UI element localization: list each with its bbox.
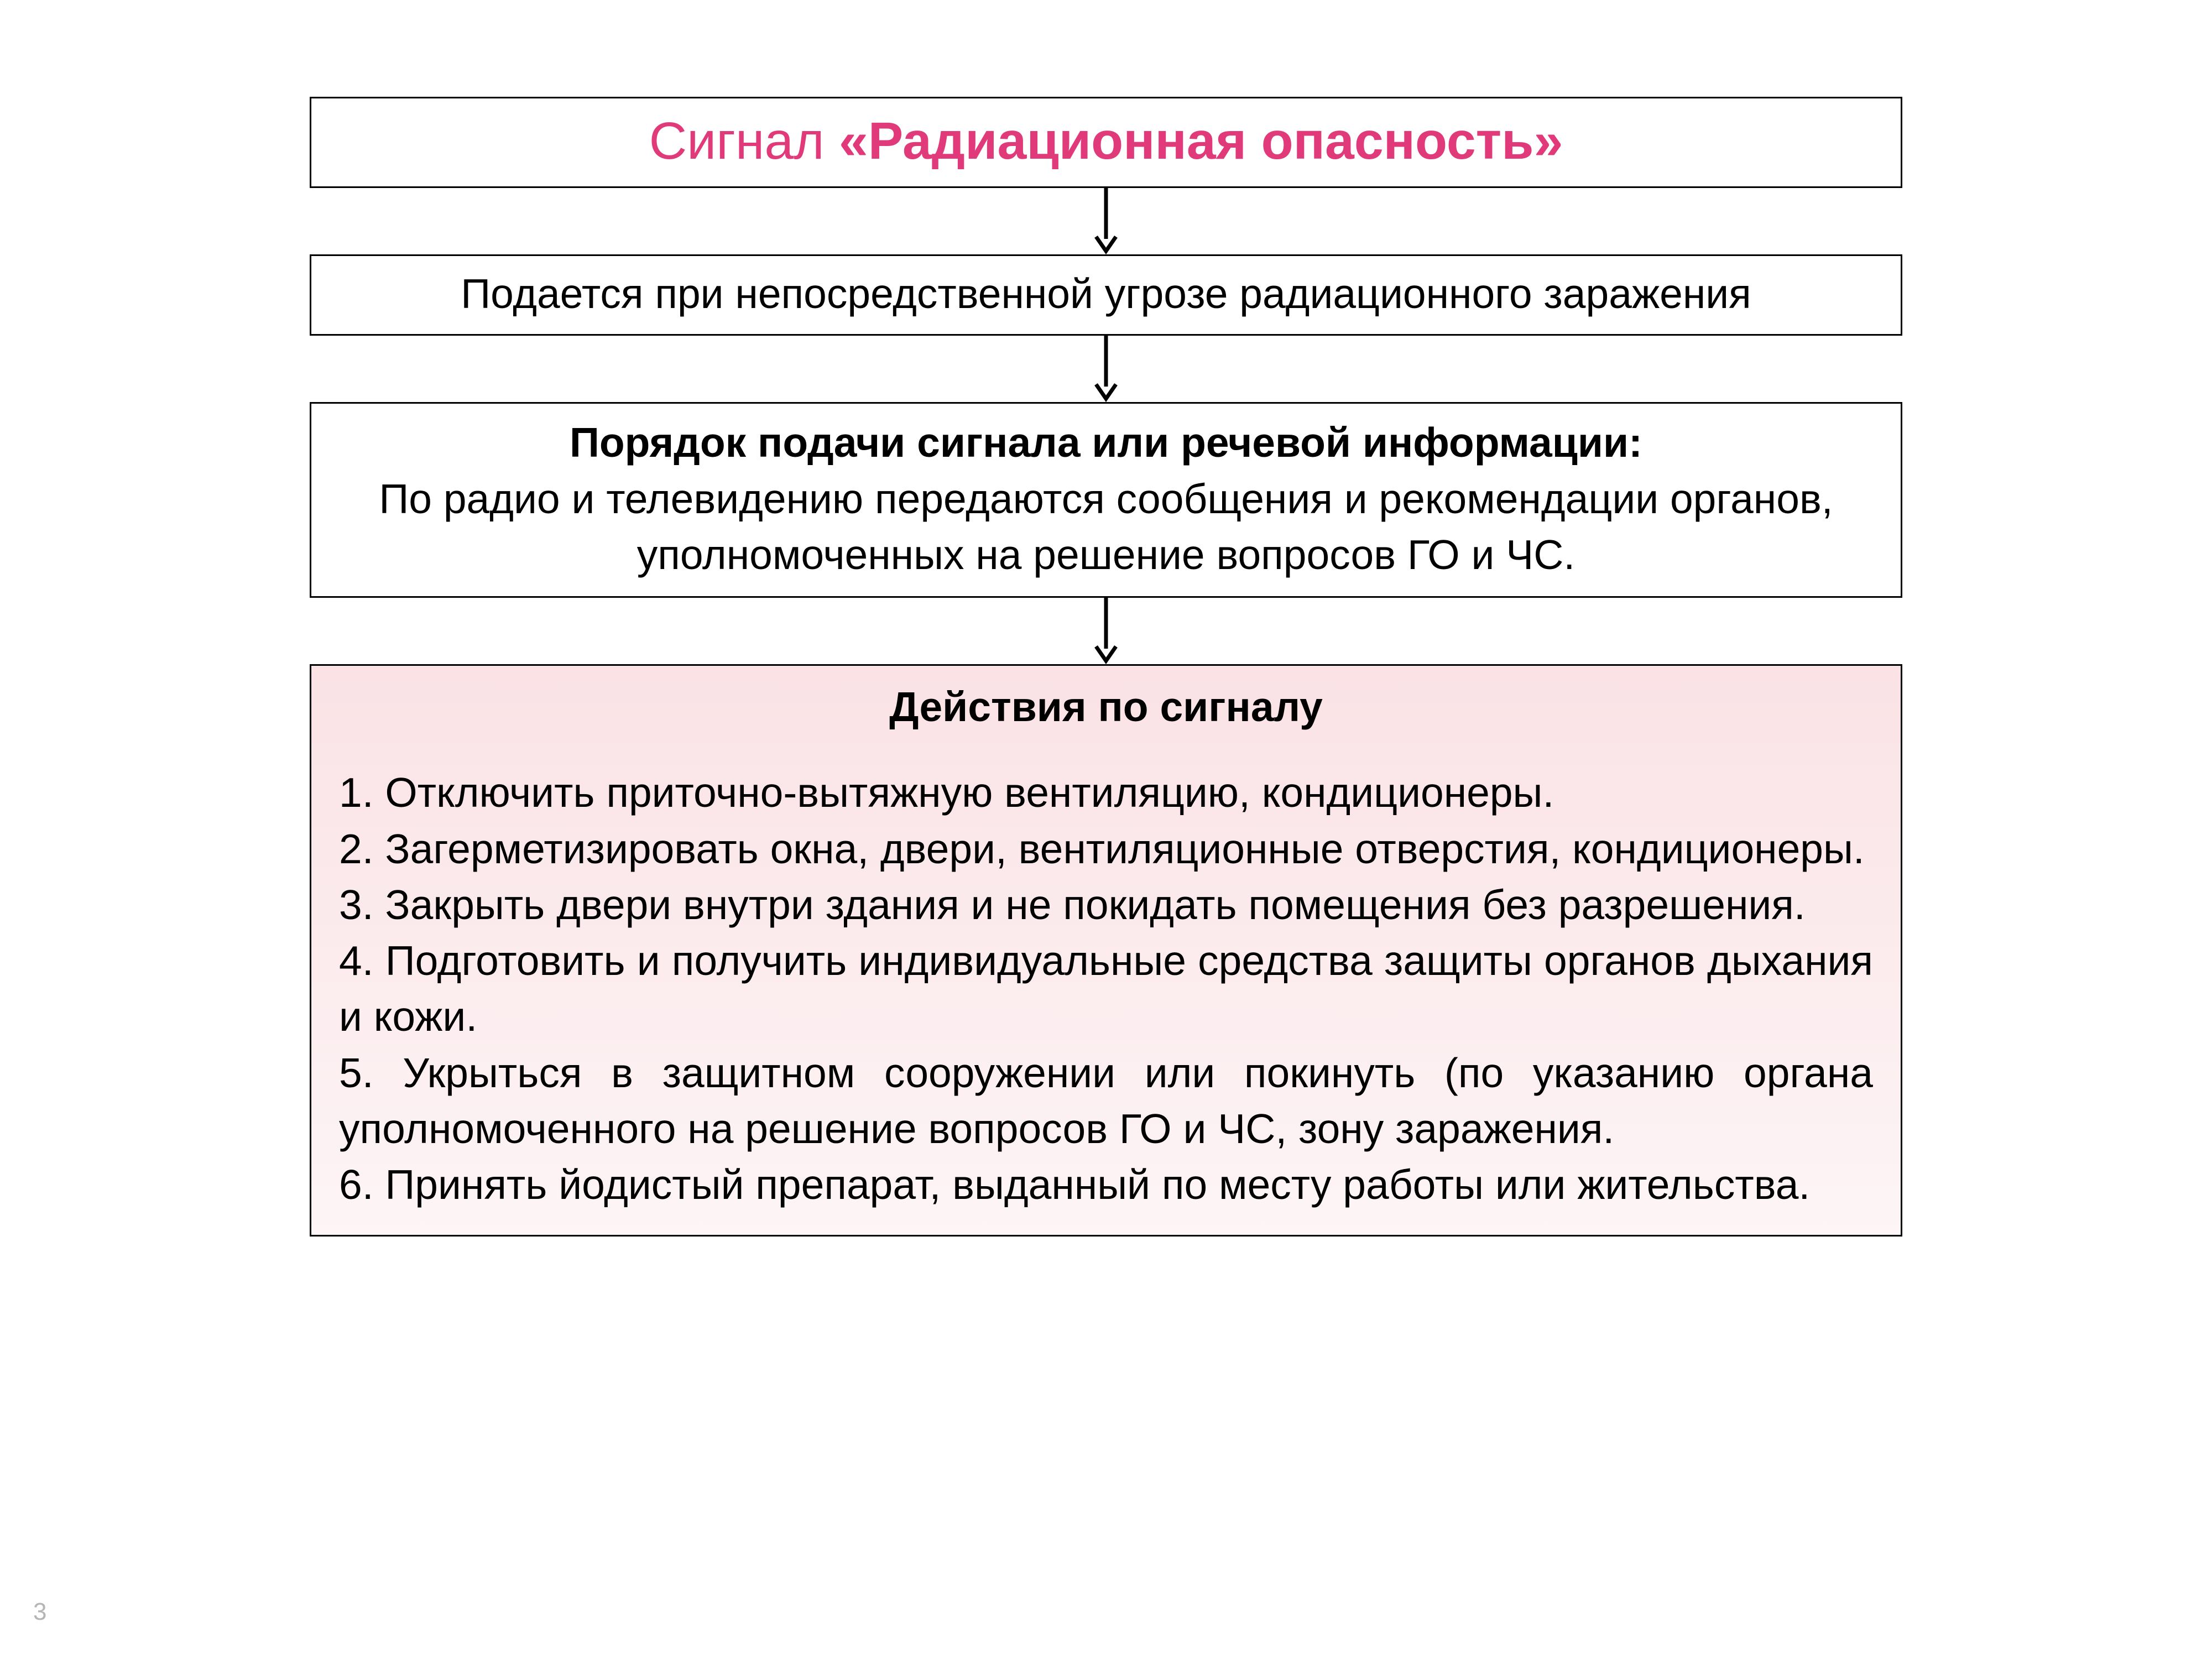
arrow-1 (310, 188, 1902, 254)
page: Сигнал «Радиационная опасность» Подается… (0, 0, 2212, 1659)
actions-heading: Действия по сигналу (339, 679, 1873, 735)
action-item: 2. Загерметизировать окна, двери, вентил… (339, 821, 1873, 877)
title-box: Сигнал «Радиационная опасность» (310, 97, 1902, 188)
page-number: 3 (33, 1598, 46, 1626)
action-item: 6. Принять йодистый препарат, выданный п… (339, 1157, 1873, 1213)
method-heading: Порядок подачи сигнала или речевой инфор… (333, 415, 1879, 471)
action-item: 5. Укрыться в защитном сооружении или по… (339, 1045, 1873, 1157)
actions-box: Действия по сигналу 1. Отключить приточн… (310, 664, 1902, 1237)
arrow-3 (310, 598, 1902, 664)
condition-box: Подается при непосредственной угрозе рад… (310, 254, 1902, 336)
action-item: 1. Отключить приточно-вытяжную вентиляци… (339, 765, 1873, 821)
method-box: Порядок подачи сигнала или речевой инфор… (310, 402, 1902, 598)
arrow-2 (310, 336, 1902, 402)
condition-text: Подается при непосредственной угрозе рад… (461, 270, 1751, 317)
title-prefix: Сигнал (649, 112, 839, 170)
action-item: 4. Подготовить и получить индивидуальные… (339, 933, 1873, 1045)
actions-list: 1. Отключить приточно-вытяжную вентиляци… (339, 765, 1873, 1213)
title-main: «Радиационная опасность» (839, 112, 1563, 170)
action-item: 3. Закрыть двери внутри здания и не поки… (339, 877, 1873, 933)
method-body: По радио и телевидению передаются сообще… (333, 471, 1879, 583)
